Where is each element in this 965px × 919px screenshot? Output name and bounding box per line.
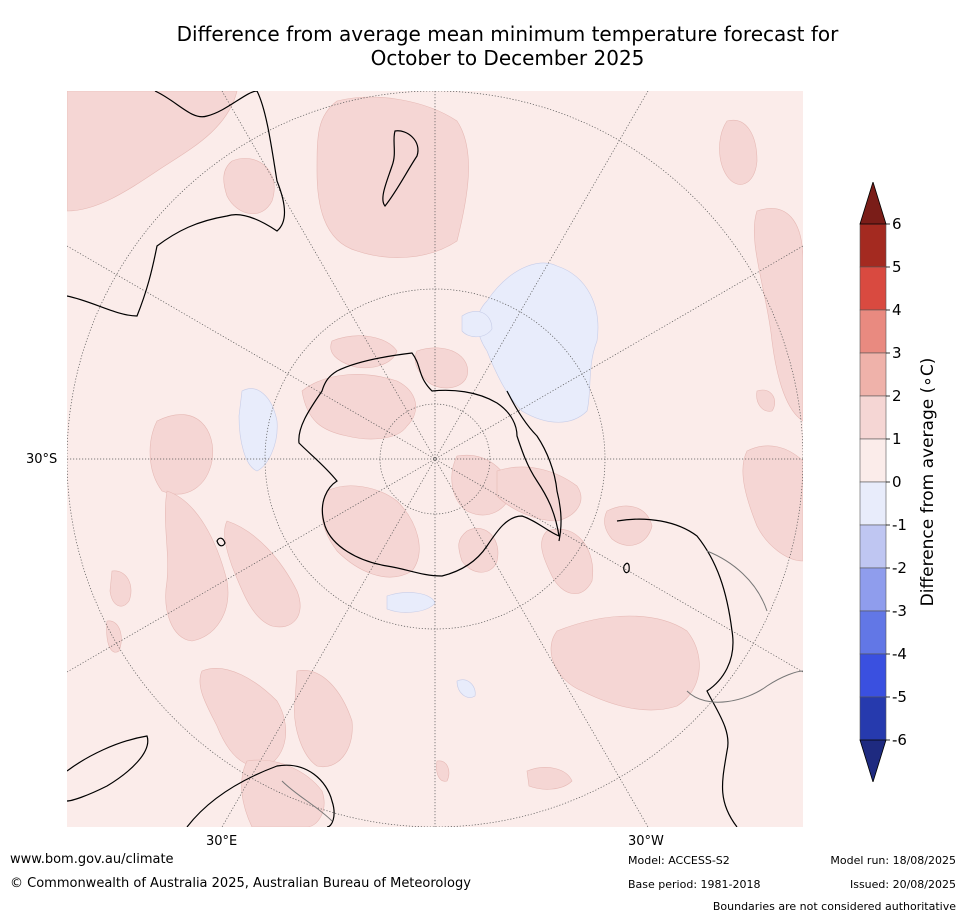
colorbar-bin — [859, 653, 887, 698]
colorbar-bin — [859, 610, 887, 655]
colorbar-tick-label: -3 — [892, 602, 907, 620]
colorbar-bins — [859, 223, 887, 741]
colorbar-tick-label: 2 — [892, 387, 902, 405]
map-panel[interactable] — [67, 91, 803, 827]
colorbar-tick-label: -1 — [892, 516, 907, 534]
colorbar-tick-label: 6 — [892, 215, 902, 233]
colorbar-bin — [859, 567, 887, 612]
colorbar-tick-label: -6 — [892, 731, 907, 749]
colorbar-tick-label: 0 — [892, 473, 902, 491]
footer-base-period: Base period: 1981-2018 — [628, 878, 761, 891]
colorbar-bin — [859, 438, 887, 483]
colorbar-bin — [859, 481, 887, 526]
footer-model: Model: ACCESS-S2 — [628, 854, 730, 867]
lon-label-30w: 30°W — [628, 834, 664, 849]
borders — [281, 550, 803, 822]
colorbar-tick-label: 4 — [892, 301, 902, 319]
colorbar-bin — [859, 309, 887, 354]
page-title: Difference from average mean minimum tem… — [60, 22, 955, 70]
colorbar-tick-label: -4 — [892, 645, 907, 663]
graticule — [67, 91, 803, 827]
footer-issued: Issued: 20/08/2025 — [849, 878, 956, 891]
footer-model-run: Model run: 18/08/2025 — [830, 854, 956, 867]
warm-anomaly-regions — [67, 91, 803, 827]
colorbar-ticks: 6 5 4 3 2 1 0 -1 -2 -3 -4 -5 -6 — [886, 215, 907, 749]
coastlines — [67, 91, 738, 827]
colorbar-bin — [859, 266, 887, 311]
title-line-1: Difference from average mean minimum tem… — [176, 22, 839, 46]
colorbar-title: Difference from average (∘C) — [918, 357, 938, 607]
colorbar-bin — [859, 352, 887, 397]
colorbar-tick-label: 5 — [892, 258, 902, 276]
lon-label-30e: 30°E — [206, 834, 238, 849]
colorbar-svg: 6 5 4 3 2 1 0 -1 -2 -3 -4 -5 -6 — [859, 180, 907, 784]
polar-map[interactable] — [67, 91, 803, 827]
colorbar-bin — [859, 395, 887, 440]
colorbar-bin — [859, 524, 887, 569]
colorbar-bin — [859, 696, 887, 741]
footer-url[interactable]: www.bom.gov.au/climate — [10, 852, 174, 867]
footer-disclaimer: Boundaries are not considered authoritat… — [712, 900, 956, 913]
title-line-2: October to December 2025 — [370, 46, 645, 70]
cool-anomaly-regions — [238, 262, 599, 698]
colorbar-over-arrow — [859, 180, 887, 225]
colorbar-under-arrow — [859, 739, 887, 784]
colorbar-tick-label: -2 — [892, 559, 907, 577]
colorbar-tick-label: 3 — [892, 344, 902, 362]
lat-label-30s: 30°S — [26, 452, 58, 467]
colorbar-bin — [859, 223, 887, 268]
colorbar: 6 5 4 3 2 1 0 -1 -2 -3 -4 -5 -6 — [859, 180, 959, 784]
footer-copyright: © Commonwealth of Australia 2025, Austra… — [10, 876, 471, 891]
colorbar-tick-label: 1 — [892, 430, 902, 448]
colorbar-tick-label: -5 — [892, 688, 907, 706]
